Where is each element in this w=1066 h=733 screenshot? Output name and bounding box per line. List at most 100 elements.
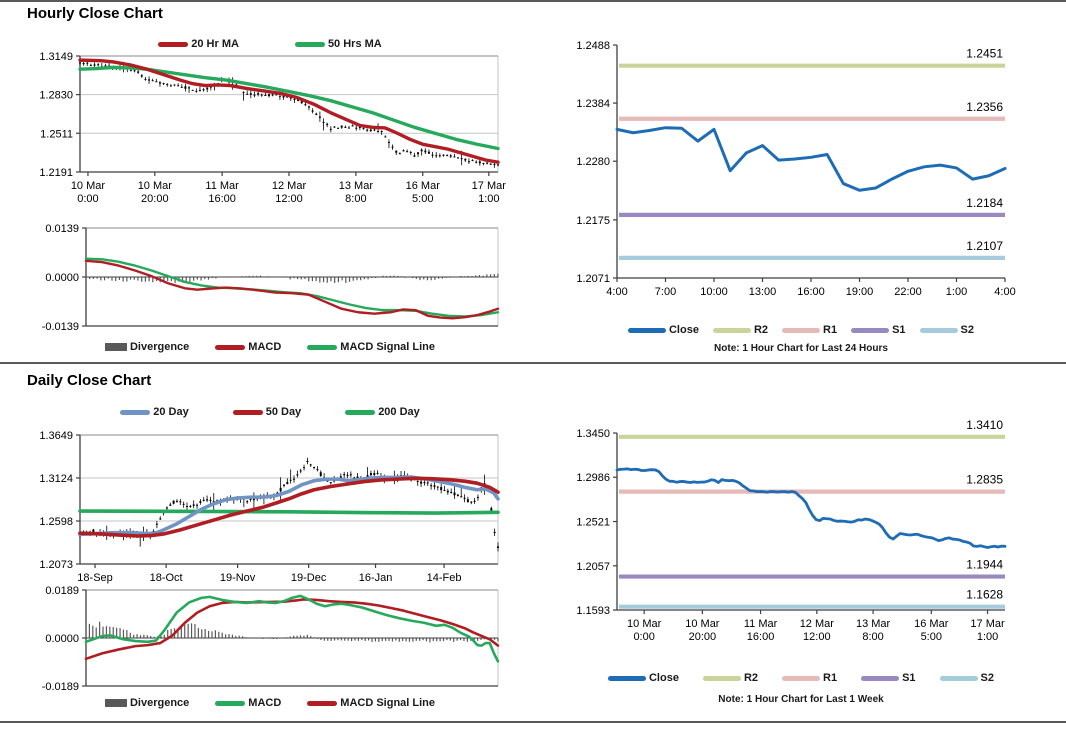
axis-label: 16-Jan — [359, 572, 393, 584]
axis-label: 1.1593 — [576, 605, 610, 617]
axis-label: 10 Mar — [71, 180, 106, 192]
axis-label: 1.2830 — [39, 90, 73, 102]
axis-label: 1.2511 — [40, 128, 73, 140]
axis-label: 1.3450 — [576, 428, 610, 440]
axis-label: 13:00 — [749, 286, 777, 298]
candlesticks — [79, 60, 499, 168]
axis-label: 4:00 — [606, 286, 627, 298]
legend-item-macd: MACD — [215, 697, 281, 709]
series-line-20-day — [78, 475, 500, 537]
legend-label: MACD — [248, 341, 282, 353]
legend-item-r1: R1 — [782, 324, 837, 336]
hourly-macd-legend: Divergence MACD MACD Signal Line — [20, 341, 520, 353]
line-swatch-icon — [851, 327, 890, 333]
legend-item-macd-signal-line: MACD Signal Line — [307, 697, 435, 709]
legend-label: R2 — [743, 672, 759, 684]
line-swatch-icon — [120, 409, 151, 415]
legend-item-s1: S1 — [861, 672, 916, 684]
legend-label: 50 Day — [265, 406, 302, 418]
axis-label: 0:00 — [633, 631, 654, 643]
separator-bottom — [0, 721, 1066, 723]
axis-label: 8:00 — [862, 631, 883, 643]
axis-label: 18-Oct — [150, 572, 183, 584]
line-swatch-icon — [232, 409, 263, 415]
line-swatch-icon — [607, 675, 646, 681]
axis-label: 13 Mar — [339, 180, 374, 192]
line-swatch-icon — [702, 675, 741, 681]
axis-label: 20:00 — [141, 193, 169, 205]
legend-item-s2: S2 — [919, 324, 975, 336]
daily-macd-legend: Divergence MACD MACD Signal Line — [20, 697, 520, 709]
legend-label: S2 — [960, 324, 975, 336]
line-swatch-icon — [712, 327, 751, 333]
axis-label: 1.2521 — [576, 517, 610, 529]
legend-item-20-day: 20 Day — [120, 406, 189, 418]
axis-label: 4:00 — [994, 286, 1015, 298]
axis-label: 1.2488 — [576, 40, 610, 52]
legend-label: S1 — [902, 672, 916, 684]
legend-label: 20 Day — [153, 406, 189, 418]
line-swatch-icon — [939, 675, 978, 681]
separator-top — [0, 0, 1066, 2]
axis-label: 0.0000 — [45, 633, 79, 645]
series-line-macd — [84, 259, 500, 320]
axis-label: 13 Mar — [856, 618, 891, 630]
axis-label: 1:00 — [946, 286, 967, 298]
line-swatch-icon — [861, 675, 900, 681]
axis-label: 1.1628 — [966, 588, 1003, 602]
axis-label: 5:00 — [412, 193, 433, 205]
axis-label: 16:00 — [747, 631, 775, 643]
legend-item-r1: R1 — [782, 672, 837, 684]
axis-label: 1.3124 — [39, 473, 73, 485]
axis-label: -0.0189 — [42, 681, 79, 690]
legend-item-close: Close — [627, 324, 699, 336]
axis-label: 0.0000 — [45, 272, 79, 284]
axis-label: 19-Nov — [220, 572, 256, 584]
legend-item-divergence: Divergence — [104, 697, 189, 709]
axes: 0.0189 0.0000 -0.0189 — [42, 585, 499, 690]
axis-label: 10:00 — [700, 286, 728, 298]
axis-label: 1.2451 — [966, 47, 1003, 61]
axis-label: 1.2835 — [966, 473, 1003, 487]
weekly-pivot-legend: Close R2 R1 S1 S2 — [540, 672, 1062, 684]
legend-item-20-hr-ma: 20 Hr MA — [158, 38, 239, 50]
legend-label: R2 — [753, 324, 769, 336]
line-swatch-icon — [307, 700, 338, 706]
axis-label: 10 Mar — [627, 618, 662, 630]
hourly-section-title: Hourly Close Chart — [27, 5, 163, 22]
line-swatch-icon — [782, 675, 821, 681]
axis-label: 0:00 — [77, 193, 98, 205]
axis-label: 1.2384 — [576, 98, 610, 110]
axis-label: 18-Sep — [77, 572, 112, 584]
daily-close-chart: 1.3649 1.3124 1.2598 1.2073 18-Sep 18-Oct 19-N… — [39, 430, 500, 584]
axis-label: 1.2598 — [39, 516, 73, 528]
daily-section-title: Daily Close Chart — [27, 372, 152, 389]
divergence-swatch-icon — [104, 343, 127, 351]
axis-label: 14-Feb — [427, 572, 462, 584]
axis-label: 16 Mar — [914, 618, 949, 630]
legend-label: 20 Hr MA — [191, 38, 239, 50]
weekly-pivot-note: Note: 1 Hour Chart for Last 1 Week — [718, 694, 884, 705]
axis-label: 1.2071 — [576, 273, 610, 285]
axis-label: 19-Dec — [291, 572, 327, 584]
line-swatch-icon — [345, 409, 376, 415]
hourly-ma-legend: 20 Hr MA 50 Hrs MA — [20, 38, 520, 50]
axis-label: 1.2184 — [966, 196, 1003, 210]
series-line-50-day — [78, 476, 500, 538]
legend-item-macd: MACD — [215, 341, 281, 353]
hourly-pivot-legend: Close R2 R1 S1 S2 — [540, 324, 1062, 336]
axis-label: -0.0139 — [42, 321, 79, 333]
legend-label: Close — [668, 324, 699, 336]
axis-label: 1.2191 — [39, 167, 73, 179]
legend-label: MACD Signal Line — [340, 341, 436, 353]
axis-label: 11 Mar — [205, 180, 239, 192]
axis-label: 16 Mar — [406, 180, 441, 192]
axis-label: 1.2073 — [39, 559, 73, 571]
legend-label: 200 Day — [378, 406, 420, 418]
line-swatch-icon — [294, 41, 325, 47]
